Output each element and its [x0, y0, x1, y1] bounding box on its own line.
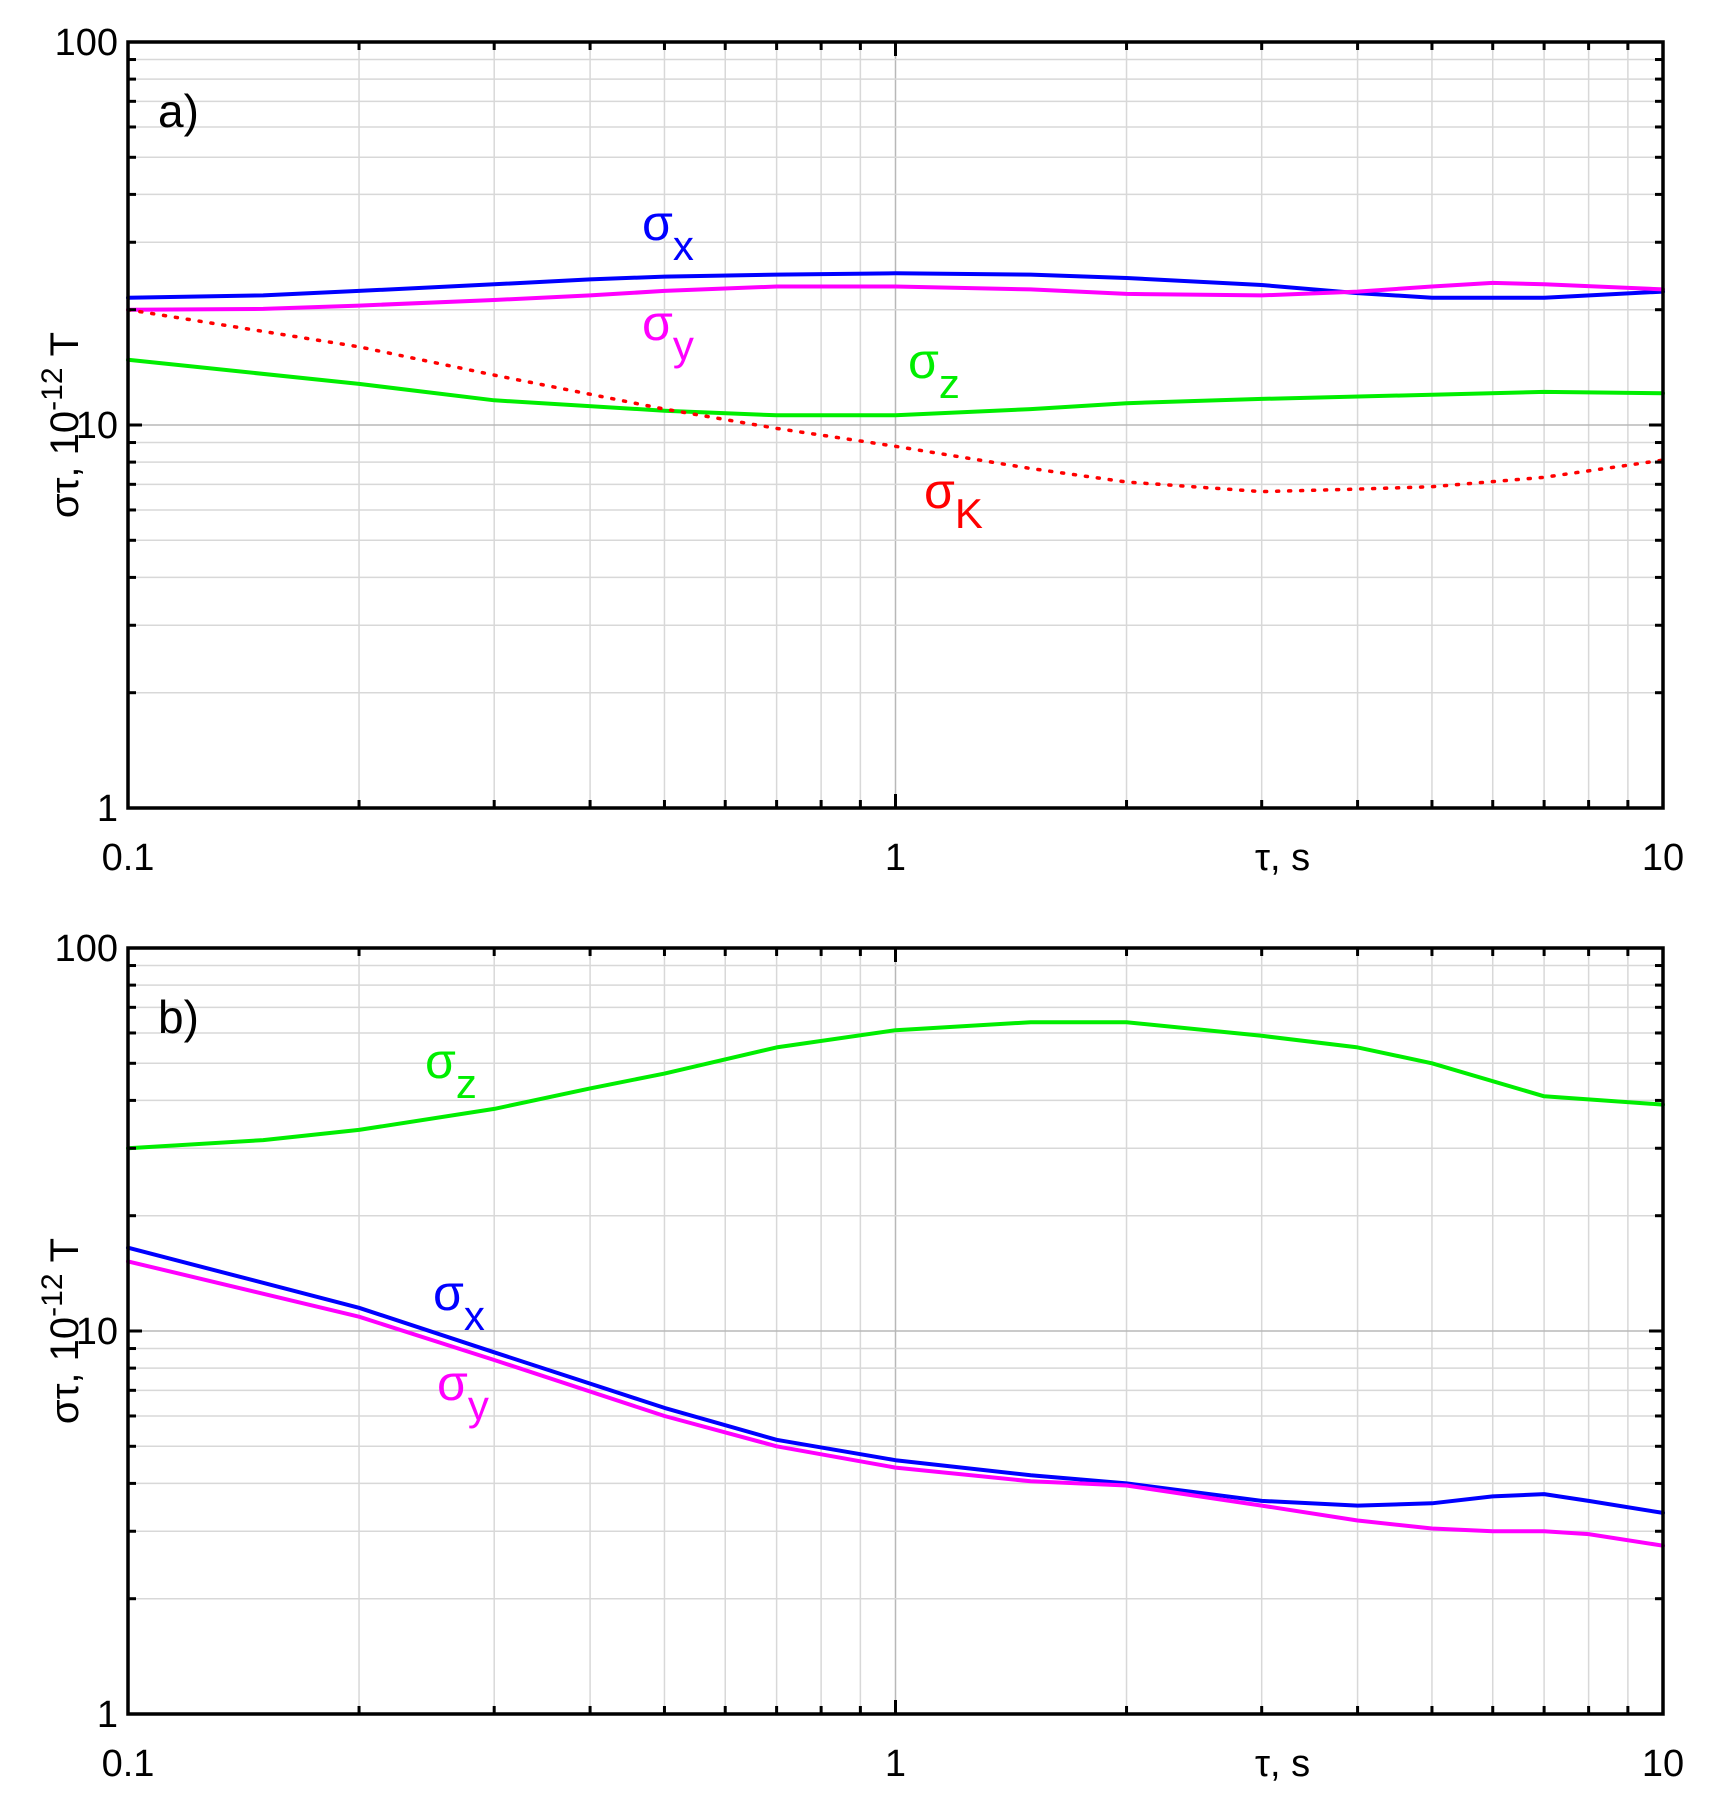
tick-marks: [126, 946, 1665, 1716]
series-line-y: [126, 280, 1665, 312]
series-label-y: σy: [437, 1355, 489, 1429]
y-tick-label: 10: [76, 405, 118, 447]
y-tick-label: 100: [55, 22, 118, 64]
series-label-symbol: σ: [924, 463, 955, 519]
series-label-symbol: σ: [908, 333, 939, 389]
y-axis-label-main: στ, 10: [43, 411, 87, 518]
y-tick-label: 10: [76, 1311, 118, 1353]
series-label-k: σK: [924, 463, 983, 537]
x-tick-label: 1: [885, 837, 906, 879]
series-line-z: [126, 1020, 1665, 1151]
series-line-z: [126, 357, 1665, 418]
series-label-x: σx: [642, 195, 694, 269]
series-label-symbol: σ: [642, 195, 673, 251]
y-axis-label-main: στ, 10: [43, 1317, 87, 1424]
series-label-symbol: σ: [425, 1033, 456, 1089]
series-label-subscript: y: [468, 1382, 489, 1429]
x-tick-label: 1: [885, 1743, 906, 1785]
series-line-k: [126, 307, 1665, 494]
series-line-y: [126, 1259, 1665, 1548]
series-label-z: σz: [908, 333, 960, 407]
y-tick-label: 1: [97, 788, 118, 830]
grid: [128, 42, 1663, 808]
x-tick-label: 0.1: [102, 837, 155, 879]
series-line-x: [126, 1245, 1665, 1515]
panel-label: a): [158, 85, 199, 137]
y-axis-label: στ, 10-12 T: [36, 332, 87, 518]
x-tick-label: 0.1: [102, 1743, 155, 1785]
series-label-symbol: σ: [433, 1265, 464, 1321]
y-axis-label-sup: -12: [36, 1273, 69, 1316]
series-label-symbol: σ: [437, 1355, 468, 1411]
series-label-subscript: z: [939, 360, 960, 407]
y-axis-label-unit: T: [43, 1238, 87, 1274]
panel-label: b): [158, 991, 199, 1043]
series-label-subscript: x: [464, 1292, 485, 1339]
y-tick-label: 100: [55, 928, 118, 970]
x-tick-label: 10: [1642, 1743, 1684, 1785]
series-label-subscript: x: [673, 222, 694, 269]
series-label-z: σz: [425, 1033, 477, 1107]
grid: [128, 948, 1663, 1714]
y-tick-label: 1: [97, 1694, 118, 1736]
y-axis-label-unit: T: [43, 332, 87, 368]
x-tick-label: 10: [1642, 837, 1684, 879]
tick-marks: [126, 40, 1665, 810]
series-label-subscript: K: [955, 490, 983, 537]
series-label-symbol: σ: [642, 295, 673, 351]
x-axis-label: τ, s: [1255, 1743, 1310, 1785]
series-label-subscript: y: [673, 322, 694, 369]
x-axis-label: τ, s: [1255, 837, 1310, 879]
series-label-y: σy: [642, 295, 694, 369]
y-axis-label-sup: -12: [36, 367, 69, 410]
series-label-x: σx: [433, 1265, 485, 1339]
y-axis-label: στ, 10-12 T: [36, 1238, 87, 1424]
series-line-x: [126, 271, 1665, 300]
series-label-subscript: z: [456, 1060, 477, 1107]
